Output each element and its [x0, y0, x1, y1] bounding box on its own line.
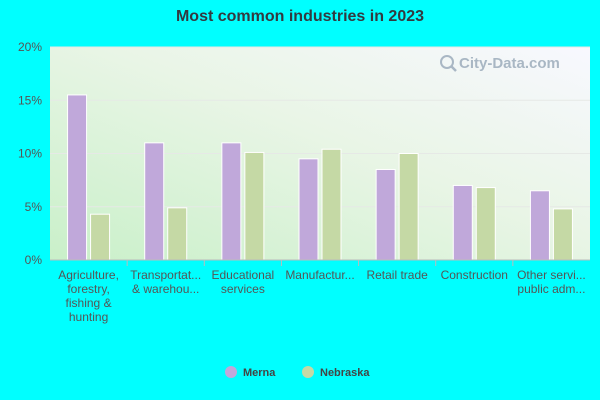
bar-merna[interactable]: [144, 142, 165, 261]
x-category-label: fishing &: [66, 296, 112, 310]
x-category-label: hunting: [69, 310, 108, 324]
x-category-label: Other servi...: [517, 268, 586, 282]
legend-swatch-nebraska: [302, 366, 314, 378]
legend-label-merna: Merna: [243, 367, 276, 379]
x-category-label: Retail trade: [366, 268, 428, 282]
x-category-label: Manufactur...: [285, 268, 354, 282]
legend-swatch-merna: [225, 366, 237, 378]
x-category-label: Educational: [211, 268, 274, 282]
bar-merna[interactable]: [375, 168, 396, 261]
bar-merna[interactable]: [529, 190, 550, 261]
watermark-text: City-Data.com: [459, 55, 560, 72]
bar-nebraska[interactable]: [167, 207, 188, 261]
magnifier-icon: [440, 55, 454, 69]
y-tick-label: 5%: [25, 200, 43, 214]
x-category-label: Construction: [441, 268, 508, 282]
y-tick-label: 15%: [18, 93, 42, 107]
bar-nebraska[interactable]: [552, 208, 573, 261]
bar-nebraska[interactable]: [321, 148, 342, 261]
bar-nebraska[interactable]: [475, 187, 496, 261]
x-category-label: Transportat...: [130, 268, 201, 282]
y-tick-label: 10%: [18, 147, 42, 161]
bar-merna[interactable]: [298, 158, 319, 261]
watermark: City-Data.com: [440, 55, 560, 72]
bar-nebraska[interactable]: [244, 151, 265, 261]
y-tick-label: 20%: [18, 40, 42, 54]
y-tick-label: 0%: [25, 253, 43, 267]
x-category-label: & warehou...: [132, 282, 199, 296]
bar-nebraska[interactable]: [398, 153, 419, 261]
legend-label-nebraska: Nebraska: [320, 367, 370, 379]
x-category-label: services: [221, 282, 265, 296]
x-category-label: forestry,: [67, 282, 109, 296]
chart-title: Most common industries in 2023: [175, 8, 425, 25]
x-category-label: public adm...: [517, 282, 585, 296]
bar-merna[interactable]: [221, 142, 242, 261]
bar-merna[interactable]: [67, 94, 88, 261]
bar-nebraska[interactable]: [90, 213, 111, 261]
x-category-label: Agriculture,: [58, 268, 119, 282]
bar-merna[interactable]: [452, 184, 473, 261]
